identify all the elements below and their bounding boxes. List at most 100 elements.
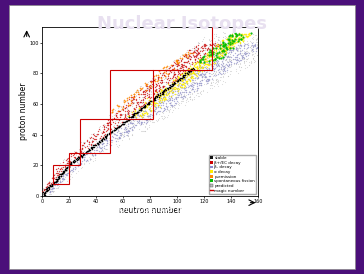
Point bbox=[120, 112, 126, 116]
Point bbox=[41, 192, 47, 196]
Point bbox=[168, 77, 174, 81]
Point bbox=[158, 101, 163, 105]
Point bbox=[89, 140, 95, 145]
Point bbox=[161, 92, 166, 97]
Point bbox=[174, 59, 179, 64]
Point bbox=[147, 119, 153, 123]
Point bbox=[194, 81, 200, 85]
Point bbox=[241, 61, 247, 65]
Point bbox=[126, 115, 131, 119]
Point bbox=[209, 49, 215, 53]
Point bbox=[241, 49, 247, 53]
Point bbox=[120, 107, 126, 111]
Point bbox=[181, 70, 187, 74]
Point bbox=[252, 42, 257, 46]
Point bbox=[167, 89, 173, 93]
Point bbox=[138, 103, 144, 108]
Point bbox=[113, 113, 119, 118]
Point bbox=[224, 36, 230, 40]
Point bbox=[181, 90, 186, 94]
Point bbox=[170, 67, 176, 72]
Point bbox=[217, 41, 223, 45]
Point bbox=[130, 98, 136, 102]
Point bbox=[207, 38, 213, 43]
Point bbox=[112, 118, 118, 123]
Point bbox=[296, 32, 301, 36]
Point bbox=[194, 51, 200, 55]
Point bbox=[167, 101, 173, 105]
Point bbox=[78, 147, 84, 151]
Point bbox=[203, 46, 209, 50]
Point bbox=[51, 189, 57, 193]
Point bbox=[155, 75, 161, 79]
Point bbox=[143, 103, 149, 108]
Point bbox=[116, 109, 122, 113]
Point bbox=[62, 167, 68, 172]
Point bbox=[216, 47, 222, 52]
Point bbox=[170, 74, 176, 78]
Point bbox=[113, 142, 119, 146]
Point bbox=[207, 81, 213, 85]
Point bbox=[217, 62, 222, 67]
Point bbox=[181, 93, 187, 97]
Point bbox=[159, 92, 165, 96]
Point bbox=[179, 79, 185, 83]
Point bbox=[145, 95, 151, 99]
Point bbox=[52, 175, 58, 179]
Point bbox=[195, 50, 201, 55]
Point bbox=[228, 40, 234, 45]
Point bbox=[263, 33, 269, 38]
Point bbox=[151, 96, 157, 101]
Point bbox=[51, 172, 56, 176]
Point bbox=[232, 51, 238, 55]
Point bbox=[132, 108, 138, 113]
Point bbox=[217, 56, 222, 61]
Point bbox=[225, 54, 230, 58]
Point bbox=[178, 64, 184, 68]
Point bbox=[220, 40, 226, 44]
Point bbox=[155, 73, 161, 78]
Point bbox=[194, 76, 199, 80]
Point bbox=[170, 75, 176, 79]
Point bbox=[87, 160, 92, 165]
Point bbox=[203, 79, 209, 83]
Point bbox=[232, 62, 237, 66]
Point bbox=[185, 65, 191, 70]
Point bbox=[179, 64, 185, 68]
Point bbox=[196, 50, 202, 55]
Point bbox=[244, 51, 249, 55]
Point bbox=[123, 125, 128, 130]
Point bbox=[153, 95, 159, 99]
Point bbox=[186, 52, 192, 56]
Point bbox=[44, 189, 50, 193]
Point bbox=[213, 32, 218, 36]
Point bbox=[191, 95, 197, 100]
Point bbox=[128, 101, 134, 105]
Point bbox=[228, 42, 233, 46]
Point bbox=[172, 72, 178, 76]
Point bbox=[103, 136, 108, 140]
Point bbox=[252, 43, 258, 47]
Point bbox=[103, 147, 109, 151]
Point bbox=[254, 42, 260, 46]
Point bbox=[128, 98, 134, 103]
Point bbox=[171, 75, 177, 79]
Point bbox=[75, 154, 81, 158]
Point bbox=[119, 138, 125, 142]
Point bbox=[169, 85, 175, 90]
Point bbox=[184, 97, 190, 101]
Point bbox=[75, 169, 81, 173]
Point bbox=[62, 164, 68, 168]
Point bbox=[152, 98, 158, 102]
Point bbox=[175, 78, 181, 82]
Point bbox=[189, 51, 195, 55]
Point bbox=[151, 98, 157, 102]
Point bbox=[187, 57, 193, 61]
Point bbox=[131, 92, 137, 96]
Point bbox=[226, 55, 232, 59]
Point bbox=[125, 134, 131, 138]
Point bbox=[198, 59, 203, 64]
Point bbox=[140, 112, 146, 116]
Point bbox=[243, 59, 249, 64]
Point bbox=[68, 172, 74, 176]
